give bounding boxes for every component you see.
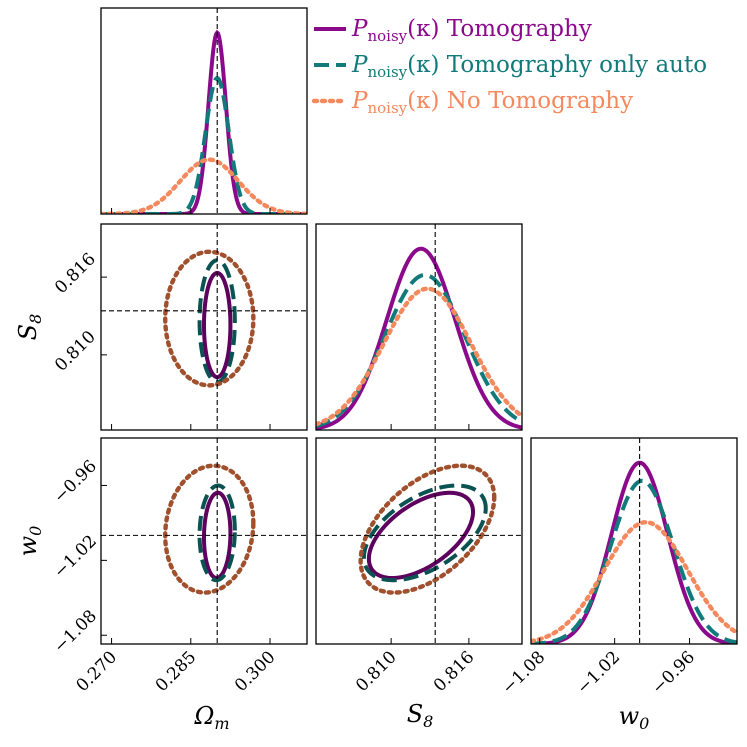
axis-labels-layer: 0.810 0.816 0.270 0.285 0.300 −1.08 −1.02 −0.96… xyxy=(14,249,699,733)
contour-tomography-only-auto xyxy=(197,258,237,385)
panel-1-0 xyxy=(100,223,308,431)
y-axis-label-w0: w0 xyxy=(14,526,45,557)
panel-1-1 xyxy=(315,223,523,431)
contour-tomography-only-auto xyxy=(361,483,488,583)
legend-entry-no-tomography: Pnoisy(κ) No Tomography xyxy=(311,88,633,117)
marginal-tomography-0 xyxy=(101,29,307,214)
legend-label: Pnoisy(κ) No Tomography xyxy=(351,88,633,117)
y-tick-label: 0.810 xyxy=(51,327,100,376)
marginal-tomography-2 xyxy=(531,460,737,644)
x-axis-label-s8: S8 xyxy=(407,700,434,731)
x-tick-label: 0.816 xyxy=(430,647,479,696)
panel-frame xyxy=(315,223,523,431)
y-tick-label: 0.816 xyxy=(51,249,100,298)
x-tick-label: 0.300 xyxy=(231,647,280,696)
panel-0-0 xyxy=(100,7,308,215)
marginal-tomography-only-auto-0 xyxy=(101,75,307,214)
x-tick-label: −0.96 xyxy=(648,647,699,698)
marginal-tomography-only-auto-2 xyxy=(531,478,737,644)
marginal-no-tomography-1 xyxy=(316,286,522,427)
y-tick-label: −1.08 xyxy=(50,606,101,657)
panel-frame xyxy=(100,7,308,215)
contour-tomography xyxy=(366,490,476,580)
contour-no-tomography xyxy=(163,249,256,388)
x-axis-label-w0: w0 xyxy=(619,702,650,733)
contour-no-tomography xyxy=(358,463,497,595)
x-tick-label: −1.08 xyxy=(498,647,549,698)
legend-entry-tomography-only-auto: Pnoisy(κ) Tomography only auto xyxy=(314,52,707,81)
panels-layer xyxy=(100,7,738,645)
panel-frame xyxy=(100,223,308,431)
x-tick-label: 0.810 xyxy=(352,647,401,696)
contour-tomography xyxy=(201,490,233,580)
y-axis-label-s8: S8 xyxy=(14,314,45,341)
panel-frame xyxy=(100,437,308,645)
contour-tomography xyxy=(201,270,233,380)
panel-2-0 xyxy=(100,437,308,645)
x-tick-label: −1.02 xyxy=(573,647,624,698)
x-tick-label: 0.285 xyxy=(152,647,201,696)
x-tick-label: 0.270 xyxy=(73,647,122,696)
panel-2-2 xyxy=(530,437,738,645)
y-tick-label: −1.02 xyxy=(50,531,101,582)
panel-frame xyxy=(530,437,738,645)
y-tick-label: −0.96 xyxy=(50,456,101,507)
legend-label: Pnoisy(κ) Tomography xyxy=(351,16,592,45)
marginal-tomography-1 xyxy=(316,246,522,430)
panel-2-1 xyxy=(315,437,523,645)
marginal-no-tomography-0 xyxy=(101,157,307,214)
panel-frame xyxy=(315,437,523,645)
legend-label: Pnoisy(κ) Tomography only auto xyxy=(351,52,707,81)
legend: Pnoisy(κ) Tomography Pnoisy(κ) Tomography… xyxy=(311,16,707,117)
legend-entry-tomography: Pnoisy(κ) Tomography xyxy=(314,16,592,45)
marginal-no-tomography-2 xyxy=(531,520,737,644)
x-axis-label-omega-m: Ωm xyxy=(193,702,229,733)
marginal-tomography-only-auto-1 xyxy=(316,273,522,428)
